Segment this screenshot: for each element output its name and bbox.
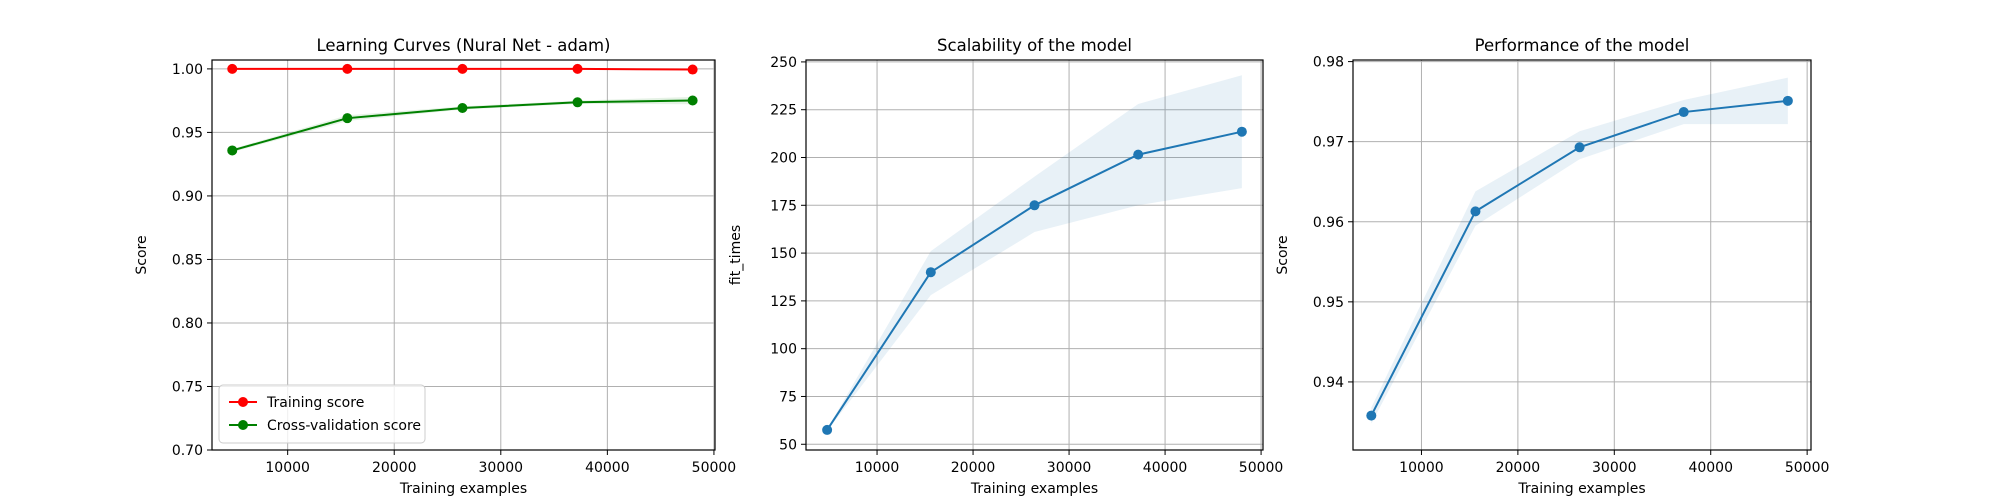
y-tick-label: 0.97 xyxy=(1313,135,1344,151)
legend-marker xyxy=(238,397,248,407)
y-tick-label: 0.70 xyxy=(172,443,203,459)
x-tick-label: 10000 xyxy=(265,460,310,476)
series-band-1 xyxy=(827,75,1242,431)
legend-label: Cross-validation score xyxy=(267,418,421,434)
x-tick-label: 30000 xyxy=(479,460,524,476)
data-point xyxy=(1236,126,1247,137)
x-tick-label: 20000 xyxy=(372,460,417,476)
y-tick-label: 0.96 xyxy=(1313,215,1344,231)
chart-title: Learning Curves (Nural Net - adam) xyxy=(317,36,611,55)
chart-panel-2: 10000 20000 30000 40000 50000 50 75 100 125 150 17… xyxy=(728,36,1283,497)
x-tick-label: 50000 xyxy=(1785,460,1830,476)
data-point xyxy=(1029,200,1040,211)
data-point xyxy=(1678,107,1689,118)
data-point xyxy=(227,63,238,74)
x-tick-label: 30000 xyxy=(1592,460,1637,476)
y-tick-label: 0.85 xyxy=(172,252,203,268)
axes-frame xyxy=(211,59,716,451)
data-point xyxy=(457,103,468,114)
data-point xyxy=(687,95,698,106)
y-tick-label: 0.75 xyxy=(172,379,203,395)
y-tick-label: 50 xyxy=(779,437,797,453)
legend-label: Training score xyxy=(266,395,364,411)
data-point xyxy=(1133,149,1144,160)
chart-title: Scalability of the model xyxy=(937,36,1132,55)
x-axis-label: Training examples xyxy=(1517,481,1645,497)
data-point xyxy=(1574,142,1585,153)
data-point xyxy=(1470,206,1481,217)
data-point xyxy=(687,64,698,75)
legend: Training score Cross-validation score xyxy=(218,384,426,444)
legend-marker xyxy=(238,420,248,430)
legend-box xyxy=(218,384,426,444)
data-point xyxy=(572,97,583,108)
x-tick-label: 40000 xyxy=(585,460,630,476)
axes-frame xyxy=(1352,59,1812,451)
x-tick-label: 10000 xyxy=(1399,460,1444,476)
x-tick-label: 40000 xyxy=(1688,460,1733,476)
data-point xyxy=(342,63,353,74)
data-point xyxy=(572,63,583,74)
data-point xyxy=(342,113,353,124)
data-point xyxy=(227,145,238,156)
y-tick-label: 0.95 xyxy=(172,125,203,141)
y-axis-label: Score xyxy=(1275,235,1291,274)
chart-panel-1: 10000 20000 30000 40000 50000 0.70 0.75 0.80 0.8… xyxy=(134,36,736,497)
axes-frame xyxy=(805,59,1264,451)
x-tick-label: 20000 xyxy=(1496,460,1541,476)
y-tick-label: 225 xyxy=(770,103,797,119)
data-point xyxy=(925,267,936,278)
chart-panel-3: 10000 20000 30000 40000 50000 0.94 0.95 0.96 0.9… xyxy=(1275,36,1829,497)
chart-title: Performance of the model xyxy=(1475,36,1690,55)
y-tick-label: 1.00 xyxy=(172,62,203,78)
y-tick-label: 175 xyxy=(770,198,797,214)
y-tick-label: 75 xyxy=(779,389,797,405)
y-tick-label: 0.98 xyxy=(1313,55,1344,71)
x-tick-label: 50000 xyxy=(1239,460,1284,476)
y-tick-label: 0.80 xyxy=(172,316,203,332)
y-axis-label: fit_times xyxy=(728,225,744,285)
x-axis-label: Training examples xyxy=(970,481,1098,497)
y-axis-label: Score xyxy=(134,235,150,274)
data-point xyxy=(457,63,468,74)
x-tick-label: 10000 xyxy=(855,460,900,476)
y-tick-label: 100 xyxy=(770,342,797,358)
y-tick-label: 250 xyxy=(770,55,797,71)
y-tick-label: 0.90 xyxy=(172,189,203,205)
x-tick-label: 50000 xyxy=(692,460,737,476)
y-tick-label: 0.95 xyxy=(1313,295,1344,311)
series-band-1 xyxy=(1371,77,1788,424)
y-tick-label: 200 xyxy=(770,151,797,167)
y-tick-label: 150 xyxy=(770,246,797,262)
data-point xyxy=(1366,410,1377,421)
y-tick-label: 125 xyxy=(770,294,797,310)
x-tick-label: 40000 xyxy=(1143,460,1188,476)
x-axis-label: Training examples xyxy=(399,481,527,497)
data-point xyxy=(822,424,833,435)
x-tick-label: 30000 xyxy=(1047,460,1092,476)
x-tick-label: 20000 xyxy=(951,460,996,476)
y-tick-label: 0.94 xyxy=(1313,375,1344,391)
data-point xyxy=(1782,95,1793,106)
